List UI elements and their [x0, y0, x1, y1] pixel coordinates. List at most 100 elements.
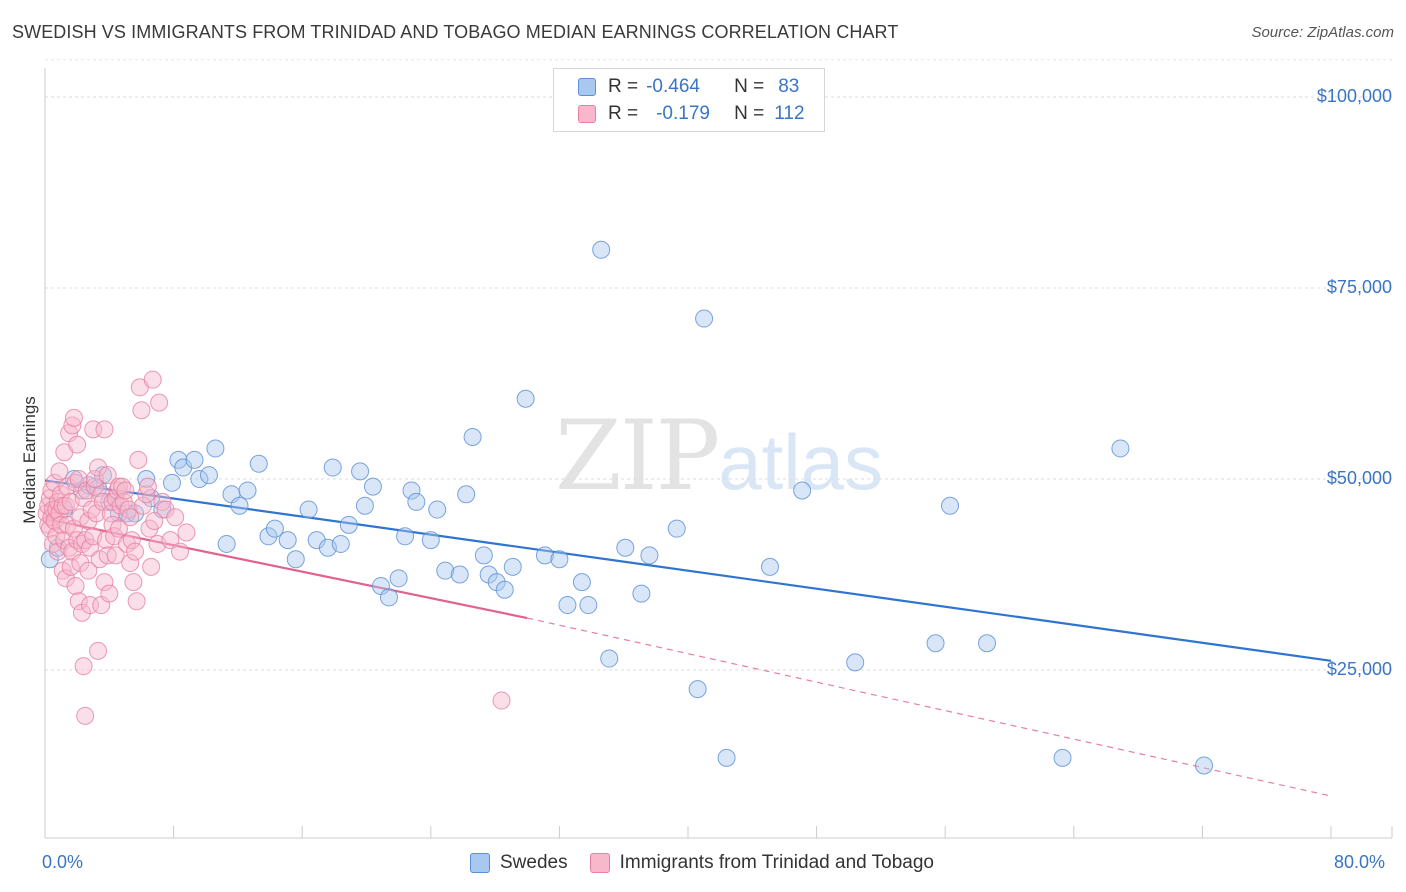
- trinidad-point: [100, 584, 119, 603]
- swedes-point: [436, 561, 455, 580]
- swedes-point: [495, 580, 514, 599]
- swedes-point: [351, 462, 370, 481]
- swedes-point: [238, 481, 257, 500]
- legend-n-label: N =: [734, 103, 765, 124]
- legend-n-value: 83: [778, 76, 800, 97]
- legend-r-value: -0.464: [646, 76, 700, 97]
- trinidad-point: [79, 561, 98, 580]
- axes: [44, 68, 1393, 839]
- trinidad-swatch-icon: [578, 105, 596, 123]
- swedes-point: [396, 527, 415, 546]
- trinidad-point: [145, 512, 164, 531]
- trinidad-point: [132, 401, 151, 420]
- trend-lines: [44, 479, 1332, 797]
- legend-item-trinidad[interactable]: Immigrants from Trinidad and Tobago: [589, 852, 934, 874]
- y-tick-label-75000: $75,000: [1326, 277, 1392, 297]
- trinidad-point: [492, 691, 511, 710]
- swedes-point: [846, 653, 865, 672]
- swedes-point: [421, 531, 440, 550]
- swedes-point: [185, 450, 204, 469]
- trinidad-point: [177, 523, 196, 542]
- trinidad-trend-extension: [527, 617, 1332, 797]
- swedes-point: [299, 500, 318, 519]
- swedes-point: [579, 596, 598, 615]
- legend-row-swedes: R = -0.464 N = 83: [554, 74, 799, 100]
- trinidad-point: [56, 569, 75, 588]
- swedes-point: [217, 534, 236, 553]
- x-tick-label-max: 80.0%: [1334, 852, 1386, 872]
- trinidad-point: [85, 477, 104, 496]
- trinidad-point: [64, 519, 83, 538]
- y-tick-label-50000: $50,000: [1326, 468, 1392, 488]
- swedes-point: [572, 573, 591, 592]
- swedes-point: [592, 240, 611, 259]
- swedes-point: [199, 466, 218, 485]
- swedes-point: [1111, 439, 1130, 458]
- legend-item-swedes[interactable]: Swedes: [470, 852, 568, 874]
- swedes-point: [286, 550, 305, 569]
- trinidad-point: [63, 416, 82, 435]
- swedes-point: [162, 473, 181, 492]
- trinidad-point: [124, 573, 143, 592]
- watermark-atlas: atlas: [718, 418, 883, 506]
- y-tick-label-100000: $100,000: [1316, 86, 1392, 106]
- trinidad-point: [87, 504, 106, 523]
- swedes-point: [363, 477, 382, 496]
- swedes-point: [355, 496, 374, 515]
- trinidad-point: [76, 706, 95, 725]
- swedes-point: [190, 470, 209, 488]
- source-label: Source: ZipAtlas.com: [1251, 24, 1394, 41]
- trinidad-point: [74, 657, 93, 676]
- swedes-point: [428, 500, 447, 519]
- trinidad-point: [138, 477, 157, 496]
- swedes-point: [695, 309, 714, 328]
- swedes-point: [450, 565, 469, 584]
- swedes-point: [407, 492, 426, 511]
- trinidad-point: [134, 496, 153, 515]
- gridlines: [45, 59, 1392, 671]
- swedes-point: [259, 527, 278, 546]
- swedes-point: [640, 546, 659, 565]
- trinidad-point: [52, 485, 71, 504]
- trinidad-point: [166, 508, 185, 527]
- trinidad-point: [116, 481, 135, 500]
- swedes-point: [206, 439, 225, 458]
- swedes-point: [339, 515, 358, 534]
- swedes-point: [474, 546, 493, 565]
- trinidad-point: [81, 538, 100, 557]
- swedes-swatch-icon: [578, 78, 596, 96]
- swedes-point: [380, 588, 399, 607]
- trinidad-swatch-icon: [589, 853, 610, 873]
- trinidad-point: [156, 500, 175, 519]
- chart-title: SWEDISH VS IMMIGRANTS FROM TRINIDAD AND …: [12, 22, 899, 42]
- trinidad-point: [127, 592, 146, 611]
- trinidad-point: [64, 408, 83, 427]
- trinidad-point: [137, 485, 156, 504]
- swedes-trend-line: [44, 479, 1332, 662]
- swedes-point: [688, 680, 707, 699]
- swedes-point: [457, 485, 476, 504]
- swedes-point: [503, 557, 522, 576]
- swedes-point: [632, 584, 651, 603]
- swedes-point: [535, 546, 554, 565]
- y-axis-label: Median Earnings: [20, 396, 39, 524]
- swedes-point: [249, 454, 268, 473]
- swedes-point: [926, 634, 945, 653]
- swedes-point: [516, 389, 535, 408]
- trinidad-point: [50, 462, 69, 481]
- trinidad-point: [119, 500, 138, 519]
- series-legend: Swedes Immigrants from Trinidad and Toba…: [470, 852, 956, 874]
- x-tick-label-min: 0.0%: [42, 852, 84, 872]
- swedes-point: [600, 649, 619, 668]
- trinidad-point: [109, 519, 128, 538]
- trinidad-point: [121, 508, 140, 527]
- trinidad-point: [68, 435, 87, 454]
- trinidad-point: [98, 466, 117, 485]
- swedes-point: [1053, 748, 1072, 767]
- swedes-swatch-icon: [470, 853, 490, 873]
- trinidad-point: [161, 531, 180, 550]
- trinidad-point: [66, 576, 85, 595]
- swedes-point: [616, 538, 635, 557]
- trinidad-point: [61, 557, 80, 576]
